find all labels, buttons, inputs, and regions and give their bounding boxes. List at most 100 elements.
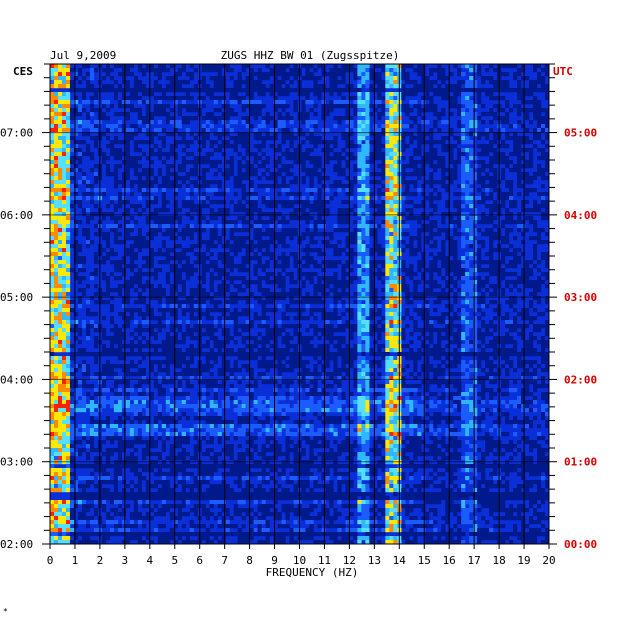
spectrogram-cell — [169, 300, 174, 305]
spectrogram-cell — [309, 64, 314, 69]
spectrogram-cell — [117, 240, 123, 245]
spectrogram-cell — [369, 232, 374, 237]
spectrogram-cell — [485, 136, 490, 141]
spectrogram-cell — [205, 84, 210, 89]
spectrogram-cell — [165, 132, 170, 137]
spectrogram-cell — [121, 296, 127, 301]
spectrogram-cell — [409, 156, 414, 161]
spectrogram-cell — [493, 284, 498, 289]
spectrogram-cell — [453, 144, 458, 149]
spectrogram-cell — [205, 152, 210, 157]
spectrogram-cell — [141, 316, 147, 321]
spectrogram-cell — [337, 228, 342, 233]
spectrogram-cell — [281, 316, 286, 321]
spectrogram-cell — [457, 72, 462, 77]
spectrogram-cell — [257, 164, 262, 169]
spectrogram-cell — [501, 220, 506, 225]
spectrogram-cell — [145, 184, 150, 189]
spectrogram-cell — [437, 112, 442, 117]
spectrogram-cell — [321, 332, 326, 337]
spectrogram-cell — [289, 156, 294, 161]
spectrogram-cell — [109, 212, 115, 217]
spectrogram-cell — [53, 256, 59, 261]
spectrogram-cell — [341, 272, 346, 277]
spectrogram-cell — [433, 92, 438, 97]
spectrogram-cell — [241, 116, 246, 121]
spectrogram-cell — [105, 252, 111, 257]
spectrogram-cell — [185, 264, 190, 269]
spectrogram-cell — [453, 104, 458, 109]
spectrogram-cell — [153, 88, 158, 93]
spectrogram-cell — [333, 264, 338, 269]
spectrogram-cell — [81, 100, 87, 105]
spectrogram-cell — [353, 240, 358, 245]
spectrogram-cell — [57, 280, 63, 285]
spectrogram-cell — [181, 80, 186, 85]
spectrogram-cell — [225, 88, 230, 93]
spectrogram-cell — [265, 196, 270, 201]
spectrogram-cell — [233, 248, 238, 253]
spectrogram-cell — [129, 216, 135, 221]
spectrogram-cell — [269, 212, 274, 217]
spectrogram-cell — [293, 88, 298, 93]
spectrogram-cell — [417, 220, 422, 225]
spectrogram-cell — [277, 168, 282, 173]
spectrogram-cell — [221, 220, 226, 225]
spectrogram-cell — [50, 92, 55, 97]
spectrogram-cell — [365, 288, 370, 293]
spectrogram-cell — [145, 312, 150, 317]
spectrogram-cell — [125, 96, 131, 101]
spectrogram-cell — [129, 224, 135, 229]
spectrogram-cell — [73, 220, 79, 225]
spectrogram-cell — [393, 96, 398, 101]
spectrogram-cell — [461, 236, 466, 241]
spectrogram-cell — [169, 248, 174, 253]
spectrogram-cell — [493, 80, 498, 85]
spectrogram-cell — [77, 268, 83, 273]
spectrogram-cell — [493, 204, 498, 209]
spectrogram-cell — [469, 156, 474, 161]
spectrogram-cell — [357, 160, 362, 165]
spectrogram-cell — [521, 96, 526, 101]
spectrogram-cell — [309, 232, 314, 237]
spectrogram-cell — [293, 260, 298, 265]
spectrogram-cell — [141, 240, 147, 245]
spectrogram-cell — [237, 136, 242, 141]
spectrogram-cell — [477, 116, 482, 121]
spectrogram-cell — [493, 176, 498, 181]
spectrogram-cell — [365, 188, 370, 193]
spectrogram-cell — [129, 128, 135, 133]
spectrogram-cell — [489, 324, 494, 329]
spectrogram-cell — [209, 276, 214, 281]
spectrogram-cell — [133, 92, 139, 97]
spectrogram-cell — [309, 312, 314, 317]
spectrogram-cell — [305, 156, 310, 161]
spectrogram-cell — [301, 116, 306, 121]
spectrogram-cell — [361, 296, 366, 301]
spectrogram-cell — [441, 248, 446, 253]
spectrogram-cell — [405, 104, 410, 109]
spectrogram-cell — [305, 152, 310, 157]
spectrogram-cell — [421, 88, 426, 93]
spectrogram-cell — [77, 72, 83, 77]
spectrogram-cell — [65, 184, 71, 189]
spectrogram-cell — [357, 200, 362, 205]
spectrogram-cell — [373, 180, 378, 185]
spectrogram-cell — [425, 300, 430, 305]
spectrogram-cell — [149, 312, 154, 317]
spectrogram-cell — [317, 264, 322, 269]
spectrogram-cell — [429, 128, 434, 133]
spectrogram-cell — [401, 260, 406, 265]
spectrogram-cell — [525, 136, 530, 141]
spectrogram-cell — [381, 272, 386, 277]
spectrogram-cell — [117, 140, 123, 145]
spectrogram-cell — [509, 228, 514, 233]
spectrogram-cell — [233, 228, 238, 233]
spectrogram-cell — [181, 164, 186, 169]
spectrogram-cell — [237, 288, 242, 293]
spectrogram-cell — [325, 148, 330, 153]
spectrogram-cell — [121, 64, 127, 69]
spectrogram-cell — [145, 116, 150, 121]
spectrogram-cell — [61, 104, 67, 109]
station-title: ZUGS HHZ BW 01 (Zugsspitze) — [221, 49, 400, 62]
